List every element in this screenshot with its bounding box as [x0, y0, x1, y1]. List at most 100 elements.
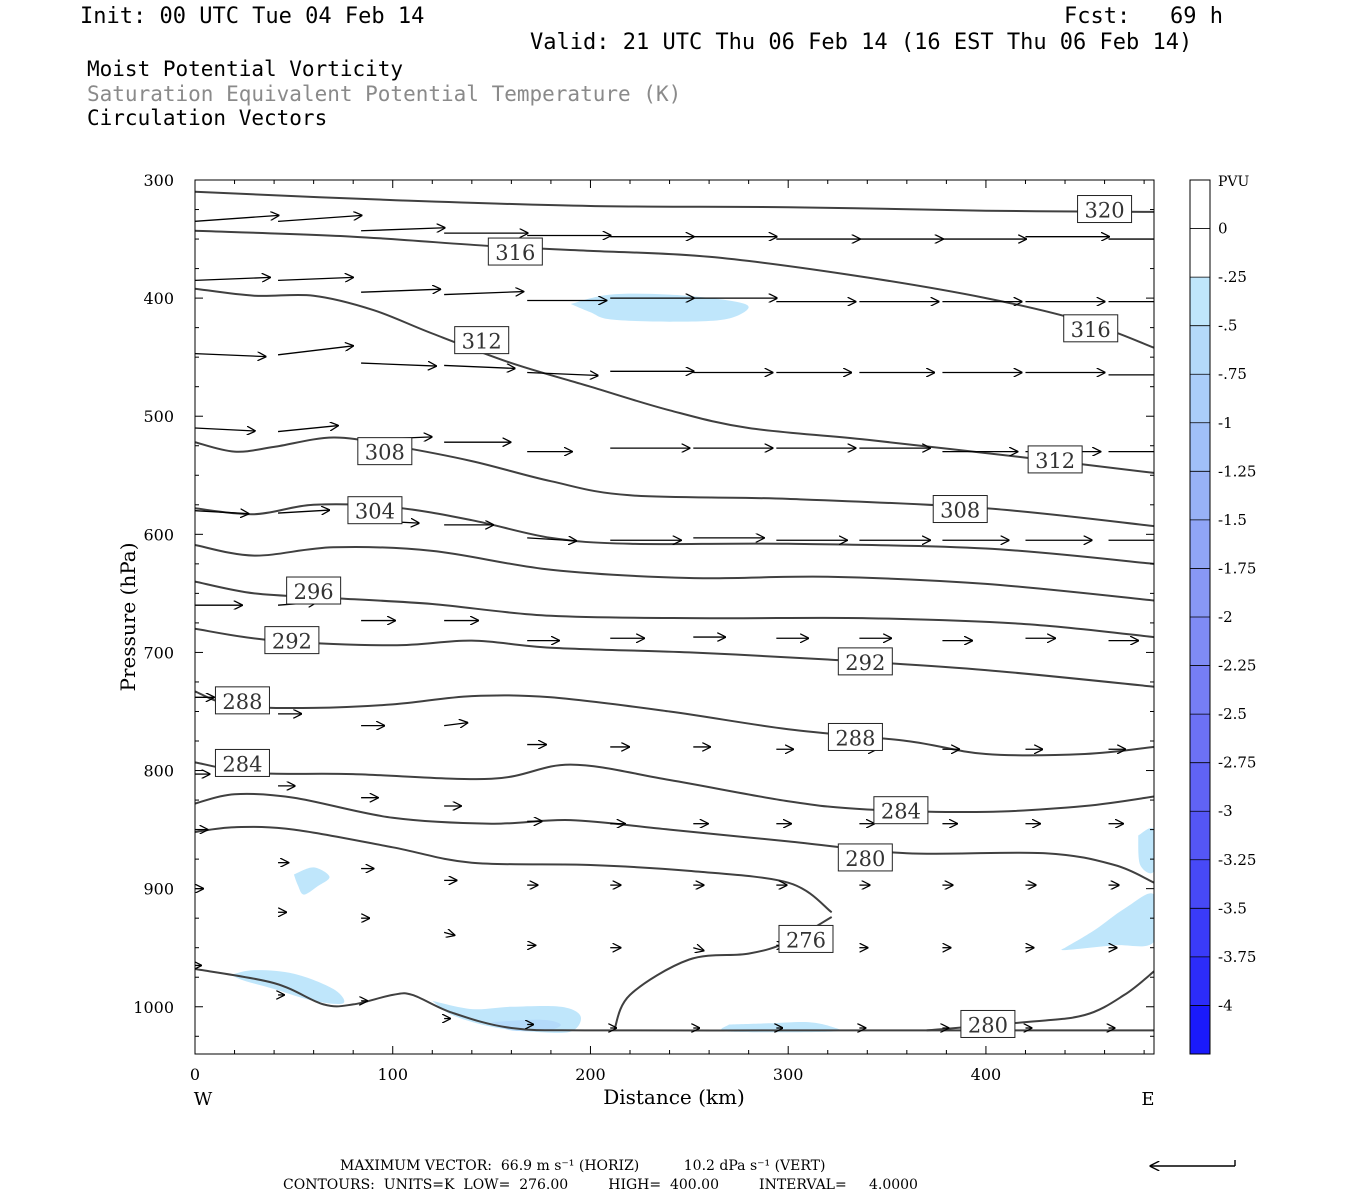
y-tick-label-800: 800: [143, 762, 174, 781]
colorbar-bin-1: [1190, 228, 1210, 278]
contour-label-box: [286, 576, 342, 605]
contour-label-box: [264, 626, 320, 655]
colorbar-bin-6: [1190, 471, 1210, 520]
circulation-vector-114: [693, 948, 704, 951]
colorbar-bin-2: [1190, 277, 1210, 326]
colorbar-bin-8: [1190, 568, 1210, 617]
contour-label-text: 288: [222, 690, 262, 714]
circulation-vector-15: [444, 292, 524, 295]
plot-frame: [194, 179, 1155, 1055]
contour-label-box: [778, 924, 834, 953]
contour-label-text: 312: [462, 330, 502, 354]
circulation-vector-14: [361, 289, 441, 292]
contour-line-284-9: [195, 761, 1154, 814]
contour-label-text: 296: [294, 580, 334, 604]
contour-label-box: [487, 237, 543, 266]
contour-label-13: 284: [214, 748, 270, 777]
contour-label-text: 276: [786, 928, 826, 952]
circulation-vector-75: [444, 723, 468, 726]
contour-label-14: 284: [873, 796, 929, 825]
contour-line-300-5: [195, 544, 1154, 602]
contour-line-316-1: [195, 229, 1154, 349]
x-tick-label-400: 400: [971, 1065, 1002, 1084]
colorbar-label-9: -2.25: [1218, 657, 1256, 675]
init-time: Init: 00 UTC Tue 04 Feb 14: [80, 4, 425, 29]
pv-colorbar: 0 -.25 -.5 -.75 -1 -1.25 -1.5 -1.75 -2 -2.25 -2.5 -…: [1189, 179, 1256, 1055]
axes: 300 400 500 600 700 800 900 1000 0 100 200 300 400: [133, 171, 1154, 1084]
colorbar-bin-7: [1190, 519, 1210, 569]
contour-label-5: 308: [357, 437, 413, 466]
colorbar-label-5: -1.25: [1218, 462, 1256, 480]
contour-label-1: 316: [487, 237, 543, 266]
contour-label-12: 288: [827, 722, 883, 751]
colorbar-label-8: -2: [1218, 608, 1233, 626]
colorbar-label-12: -3: [1218, 802, 1233, 820]
circulation-vector-24: [195, 354, 266, 357]
colorbar-bin-12: [1190, 762, 1210, 812]
forecast-hour: Fcst: 69 h: [1064, 4, 1223, 29]
contour-label-box: [837, 647, 893, 676]
max-vector-note: MAXIMUM VECTOR: 66.9 m s⁻¹ (HORIZ) 10.2 …: [340, 1158, 826, 1174]
circulation-vector-12: [195, 277, 270, 280]
x-end-label-west: W: [194, 1089, 213, 1110]
circulation-vectors: [195, 215, 1154, 1028]
y-axis-label: Pressure (hPa): [116, 543, 140, 692]
circulation-vector-49: [278, 510, 330, 513]
reference-vector: [1150, 1160, 1236, 1166]
contour-label-box: [837, 843, 893, 872]
contour-label-box: [932, 495, 988, 524]
colorbar-bin-11: [1190, 714, 1210, 763]
circulation-vector-111: [443, 932, 455, 935]
contour-line-280-10: [195, 792, 1154, 884]
circulation-vector-13: [278, 277, 353, 280]
contour-label-16: 276: [778, 924, 834, 953]
contour-labels: 320 316 316 312 312 308 308 304 296 292 292 288 288 2…: [214, 195, 1133, 1038]
colorbar-bin-4: [1190, 374, 1210, 423]
contour-line-280-11: [195, 825, 833, 914]
y-tick-label-400: 400: [143, 289, 174, 308]
y-tick-label-700: 700: [143, 643, 174, 662]
x-tick-label-300: 300: [773, 1065, 804, 1084]
contour-label-box: [1027, 445, 1083, 474]
colorbar-label-7: -1.75: [1218, 559, 1256, 577]
circulation-vector-0: [195, 215, 279, 222]
circulation-vector-28: [527, 373, 598, 376]
contour-label-17: 280: [960, 1009, 1016, 1038]
colorbar-bin-14: [1190, 859, 1210, 909]
colorbar-bin-15: [1190, 908, 1210, 957]
circulation-vector-26: [361, 363, 436, 366]
x-tick-label-100: 100: [377, 1065, 408, 1084]
colorbar-label-4: -1: [1218, 414, 1233, 432]
contour-label-text: 288: [835, 726, 875, 750]
colorbar-label-2: -.5: [1218, 317, 1237, 335]
contour-label-text: 312: [1035, 449, 1075, 473]
contour-label-text: 284: [222, 752, 262, 776]
contour-label-box: [347, 496, 403, 525]
contour-line-308-3: [195, 436, 1154, 528]
contour-line-312-2: [195, 287, 1154, 474]
contour-label-text: 316: [495, 241, 535, 265]
field-title-vectors: Circulation Vectors: [87, 106, 328, 130]
colorbar-bin-5: [1190, 422, 1210, 472]
contour-label-box: [827, 722, 883, 751]
colorbar-label-6: -1.5: [1218, 511, 1247, 529]
contour-label-10: 292: [837, 647, 893, 676]
colorbar-bin-13: [1190, 811, 1210, 860]
circulation-vector-52: [527, 538, 577, 541]
colorbar-label-11: -2.75: [1218, 754, 1256, 772]
contour-line-304-4: [195, 503, 1154, 565]
pv-region-7: [1138, 827, 1154, 874]
contour-line-292-7: [195, 627, 1154, 688]
contour-line-288-8: [195, 690, 1154, 757]
contour-label-box: [214, 686, 270, 715]
valid-time: Valid: 21 UTC Thu 06 Feb 14 (16 EST Thu …: [530, 30, 1193, 55]
contour-label-0: 320: [1077, 195, 1133, 224]
contour-label-box: [1077, 195, 1133, 224]
colorbar-label-14: -3.5: [1218, 899, 1247, 917]
contour-label-2: 316: [1063, 314, 1119, 343]
colorbar-label-3: -.75: [1218, 365, 1247, 383]
contour-label-text: 308: [365, 441, 405, 465]
contour-label-box: [214, 748, 270, 777]
circulation-vector-2: [361, 228, 445, 231]
